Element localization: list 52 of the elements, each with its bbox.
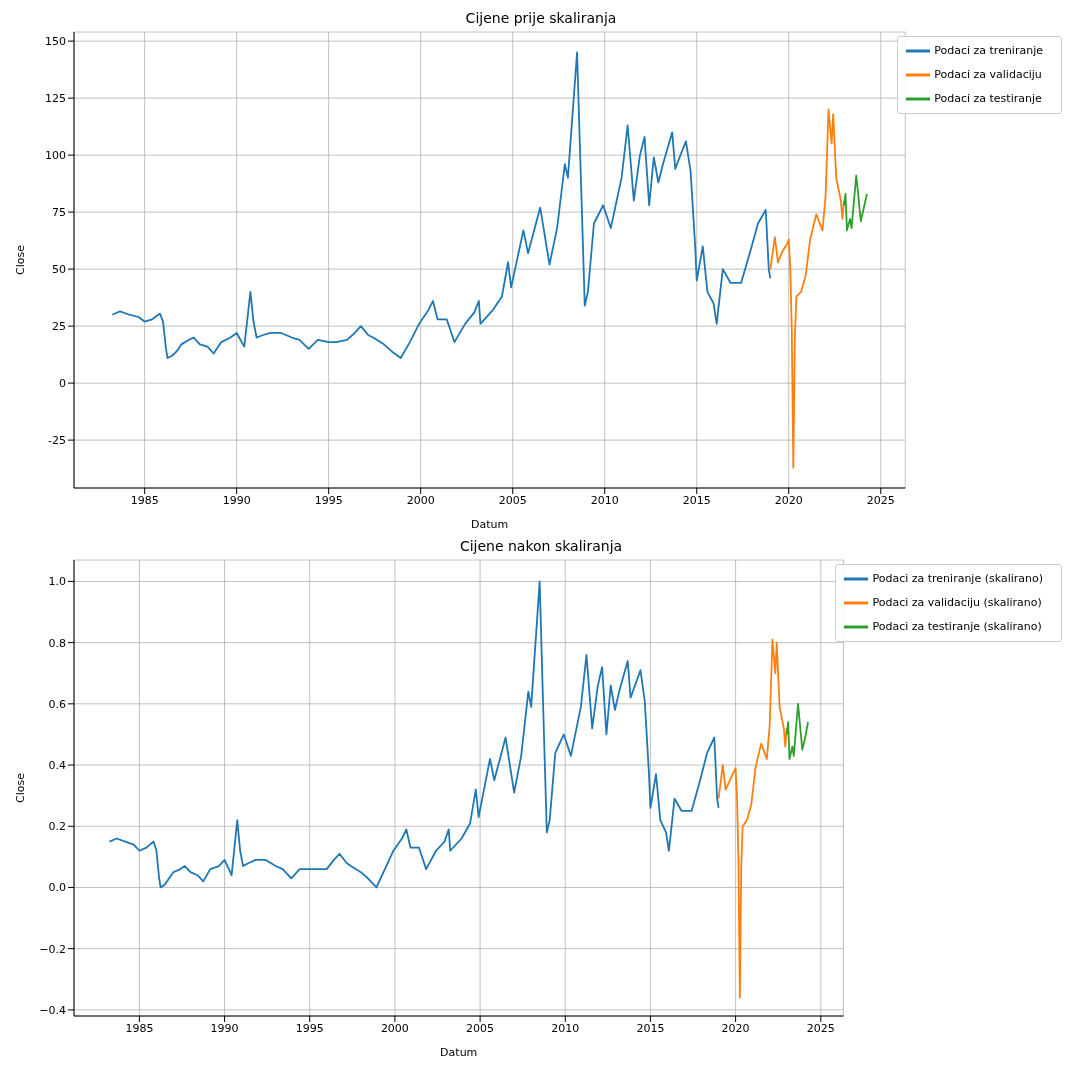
chart-title: Cijene prije skaliranja [464,9,618,28]
x-tick-label: 2025 [866,493,895,507]
chart-title: Cijene nakon skaliranja [458,537,624,556]
legend-label: Podaci za testiranje (skalirano) [872,620,1042,633]
y-tick-label: 0.8 [48,636,66,650]
x-tick-label: 2000 [380,1021,409,1035]
x-tick-label: 2005 [466,1021,495,1035]
line-series [717,638,788,999]
line-series [769,108,845,469]
line-series [843,174,868,232]
x-tick-label: 2020 [721,1021,750,1035]
legend-label: Podaci za treniranje [934,44,1043,57]
y-tick-label: 0 [59,377,66,391]
y-tick-label: 100 [45,149,66,163]
x-tick-label: 2010 [551,1021,580,1035]
y-tick-label: 25 [52,320,66,334]
legend-label: Podaci za testiranje [934,92,1042,105]
y-tick-label: −0.2 [39,942,66,956]
x-tick-label: 1995 [314,493,343,507]
x-tick-label: 2005 [498,493,527,507]
y-tick-label: -25 [48,434,66,448]
x-tick-label: 1985 [130,493,159,507]
y-tick-label: 150 [45,35,66,49]
line-series [785,702,809,760]
legend-label: Podaci za validaciju [934,68,1042,81]
x-tick-label: 2010 [590,493,619,507]
y-axis-title: Close [13,772,27,803]
line-series [111,51,772,359]
legend-label: Podaci za treniranje (skalirano) [872,572,1043,585]
legend-label: Podaci za validaciju (skalirano) [872,596,1042,609]
x-tick-label: 2015 [636,1021,665,1035]
x-tick-label: 2020 [774,493,803,507]
x-tick-label: 2000 [406,493,435,507]
x-axis-title: Datum [471,518,509,531]
y-tick-label: 0.2 [48,820,66,834]
line-series [108,580,720,889]
y-tick-label: 0.4 [48,758,66,772]
y-tick-label: 0.0 [48,881,66,895]
x-tick-label: 1990 [222,493,251,507]
y-tick-label: 50 [52,263,66,277]
y-tick-label: 75 [52,206,66,220]
x-tick-label: 2015 [682,493,711,507]
y-tick-label: 125 [45,92,66,106]
x-tick-label: 1995 [295,1021,324,1035]
y-tick-label: 1.0 [48,575,66,589]
x-tick-label: 1985 [125,1021,154,1035]
y-axis-title: Close [13,244,27,275]
y-tick-label: −0.4 [39,1003,66,1017]
y-tick-label: 0.6 [48,697,66,711]
x-tick-label: 2025 [806,1021,835,1035]
x-tick-label: 1990 [210,1021,239,1035]
x-axis-title: Datum [440,1046,478,1059]
